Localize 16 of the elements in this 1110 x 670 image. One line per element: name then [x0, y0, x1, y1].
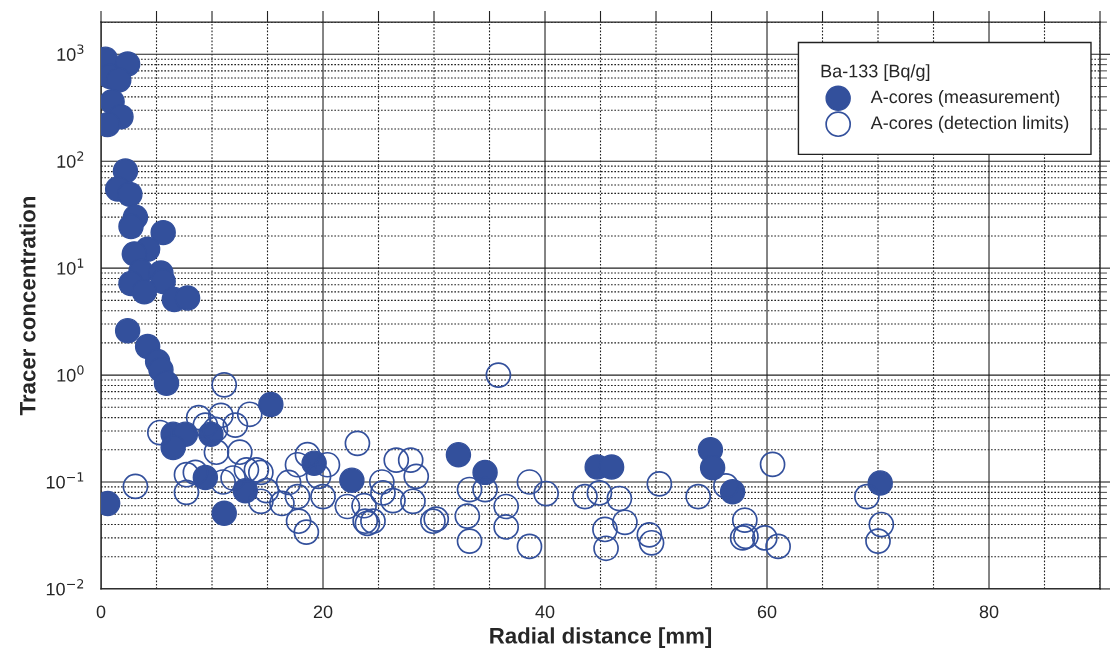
- y-tick-label: 10$^{−1}$: [46, 472, 84, 489]
- y-tick-label: 10$^{2}$: [57, 151, 84, 168]
- x-tick-label: 80: [979, 605, 999, 619]
- y-axis-title: Tracer concentration: [19, 196, 36, 416]
- x-tick-label: 20: [313, 605, 333, 619]
- x-tick-label: 40: [535, 605, 555, 619]
- y-tick-label: 10$^{−2}$: [46, 579, 84, 596]
- legend-label: A-cores (detection limits): [870, 115, 1069, 133]
- x-tick-label: 0: [96, 605, 106, 619]
- y-tick-label: 10$^{3}$: [57, 44, 84, 61]
- x-tick-label: 60: [757, 605, 777, 619]
- legend-label: A-cores (measurement): [870, 90, 1060, 107]
- y-tick-label: 10$^{0}$: [57, 365, 84, 382]
- legend-title: Ba-133 [Bq/g]: [821, 64, 930, 81]
- x-axis-title: Radial distance [mm]: [490, 627, 712, 648]
- y-tick-label: 10$^{1}$: [57, 258, 84, 275]
